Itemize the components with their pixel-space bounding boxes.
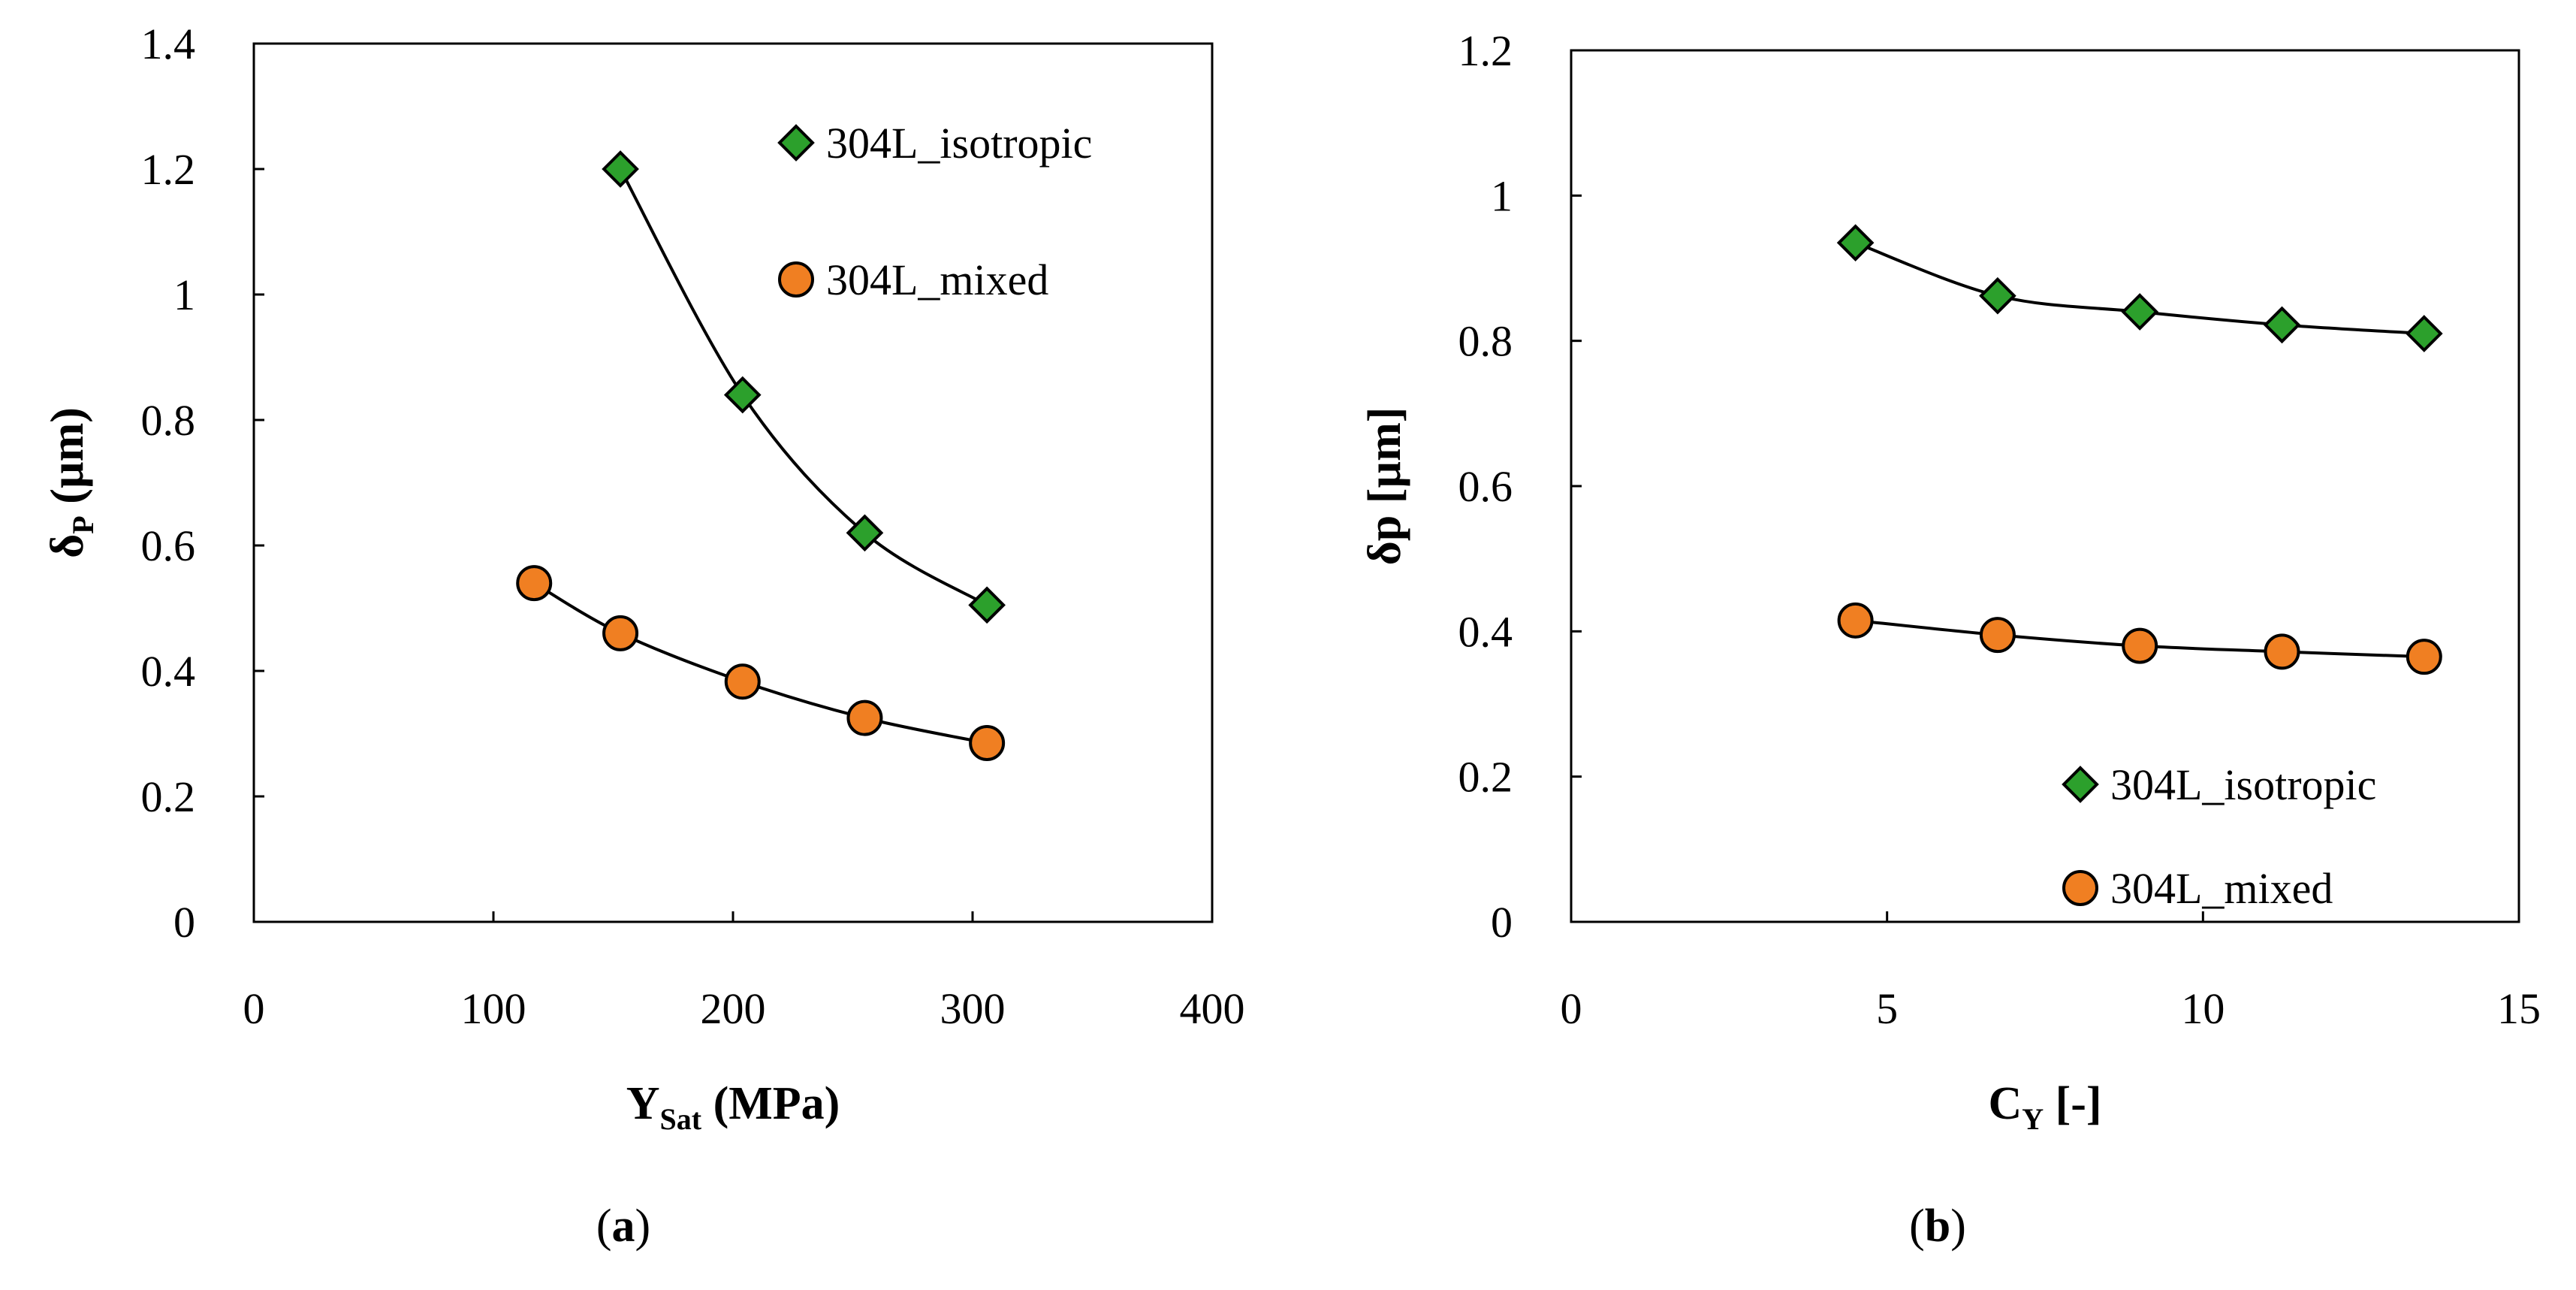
- x-axis-title-sub: Y: [2022, 1102, 2044, 1136]
- data-point-isotropic: [2121, 293, 2159, 331]
- legend-label: 304L_mixed: [826, 255, 1048, 304]
- y-tick-label: 0.4: [1458, 607, 1513, 656]
- y-tick-label: 0.8: [141, 396, 196, 445]
- data-point-isotropic: [2405, 315, 2443, 352]
- x-tick-label: 0: [243, 984, 265, 1033]
- data-point-isotropic: [968, 586, 1006, 624]
- legend-marker-isotropic: [2062, 766, 2099, 803]
- y-tick-label: 1.2: [1458, 26, 1513, 75]
- panel-a: 0 100 200 300 400 0 0.2 0.4 0.6 0.8 1 1.2 1.4 YSat (M…: [42, 20, 1245, 1252]
- data-point-mixed: [516, 565, 553, 602]
- x-axis-title: YSat (MPa): [626, 1078, 840, 1136]
- data-point-mixed: [2122, 627, 2158, 664]
- data-point-mixed: [1837, 602, 1874, 639]
- y-tick-label: 1: [1491, 171, 1513, 220]
- y-axis-title-main: δp: [1359, 515, 1410, 566]
- y-tick-label: 0.8: [1458, 317, 1513, 366]
- x-tick-label: 200: [701, 984, 766, 1033]
- data-point-mixed: [1979, 617, 2016, 654]
- legend-label: 304L_isotropic: [2110, 760, 2376, 809]
- x-axis-title: CY [-]: [1988, 1078, 2101, 1136]
- data-point-isotropic: [1979, 276, 2016, 315]
- x-axis-title-main: C: [1988, 1078, 2022, 1129]
- x-tick-label: 15: [2497, 984, 2541, 1033]
- data-point-mixed: [724, 663, 761, 700]
- x-tick-label: 100: [461, 984, 526, 1033]
- y-tick-label: 0.4: [141, 647, 196, 696]
- data-point-mixed: [969, 725, 1006, 762]
- legend-marker-mixed: [778, 261, 814, 298]
- x-axis-title-main: Y: [626, 1078, 660, 1129]
- y-axis-title-sub: P: [66, 515, 100, 533]
- x-tick-label: 5: [1876, 984, 1898, 1033]
- y-axis-title-unit: [µm]: [1359, 407, 1410, 515]
- panel-b: 0 5 10 15 0 0.2 0.4 0.6 0.8 1 1.2 CY [-] δp [µm] 304L…: [1359, 26, 2541, 1252]
- y-axis-title: δp [µm]: [1359, 407, 1410, 566]
- x-tick-label: 10: [2181, 984, 2225, 1033]
- y-tick-label: 1.4: [141, 20, 196, 68]
- x-axis-title-unit: (MPa): [701, 1078, 840, 1129]
- data-point-isotropic: [2263, 306, 2301, 344]
- y-tick-label: 0: [173, 898, 195, 947]
- y-axis-title: δP (µm): [42, 407, 100, 558]
- series-curve-mixed: [533, 582, 988, 745]
- x-tick-label: 300: [940, 984, 1006, 1033]
- panel-label: (a): [596, 1201, 650, 1252]
- x-tick-label: 400: [1180, 984, 1245, 1033]
- x-axis-title-sub: Sat: [660, 1102, 702, 1136]
- y-tick-label: 0.2: [1458, 753, 1513, 802]
- data-point-mixed: [2264, 633, 2300, 670]
- data-point-isotropic: [723, 376, 762, 414]
- y-axis-title-unit: (µm): [42, 407, 93, 515]
- y-axis-title-main: δ: [42, 534, 93, 558]
- legend-marker-mixed: [2062, 870, 2098, 906]
- data-point-isotropic: [1836, 224, 1875, 261]
- plot-frame: [252, 42, 1214, 923]
- data-point-isotropic: [846, 514, 884, 552]
- data-point-mixed: [2406, 639, 2442, 675]
- legend-label: 304L_isotropic: [826, 119, 1092, 168]
- y-tick-label: 0.6: [141, 521, 196, 570]
- y-tick-label: 1.2: [141, 145, 196, 194]
- y-tick-label: 1: [173, 270, 195, 319]
- x-tick-label: 0: [1561, 984, 1582, 1033]
- data-point-isotropic: [602, 150, 639, 188]
- y-tick-label: 0.6: [1458, 462, 1513, 511]
- y-tick-label: 0: [1491, 898, 1513, 947]
- panel-label-letter: b: [1925, 1201, 1950, 1252]
- legend-label: 304L_mixed: [2110, 864, 2333, 913]
- y-tick-label: 0.2: [141, 772, 196, 821]
- data-point-mixed: [602, 615, 639, 651]
- legend-marker-isotropic: [777, 124, 815, 162]
- series-curve-isotropic: [619, 168, 988, 607]
- x-axis-title-unit: [-]: [2044, 1078, 2101, 1129]
- data-point-mixed: [846, 699, 883, 736]
- plot-frame: [1570, 49, 2520, 923]
- panel-label-letter: a: [612, 1201, 635, 1252]
- panel-label: (b): [1909, 1201, 1966, 1252]
